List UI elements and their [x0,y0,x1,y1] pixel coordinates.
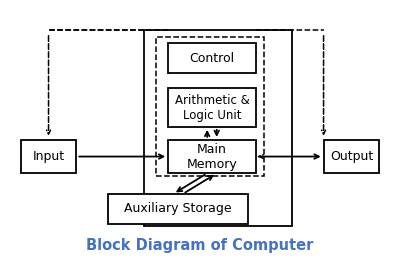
Bar [324,140,379,173]
Bar [168,88,256,127]
Bar [168,43,256,73]
Text: Arithmetic &
Logic Unit: Arithmetic & Logic Unit [174,93,249,122]
Bar [21,140,76,173]
Bar [144,30,292,226]
Bar [108,194,248,224]
Text: Output: Output [330,150,373,163]
Bar [168,140,256,173]
Text: Control: Control [189,52,234,64]
Text: Auxiliary Storage: Auxiliary Storage [124,202,232,215]
Text: Block Diagram of Computer: Block Diagram of Computer [86,238,314,253]
Text: Input: Input [32,150,64,163]
Bar [156,37,264,176]
Text: Main
Memory: Main Memory [186,142,237,170]
